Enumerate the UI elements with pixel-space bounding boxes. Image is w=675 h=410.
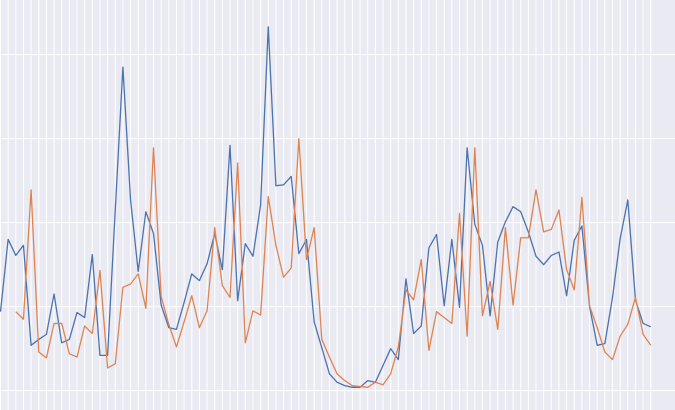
data-line [15, 137, 652, 388]
data-line [0, 26, 652, 388]
